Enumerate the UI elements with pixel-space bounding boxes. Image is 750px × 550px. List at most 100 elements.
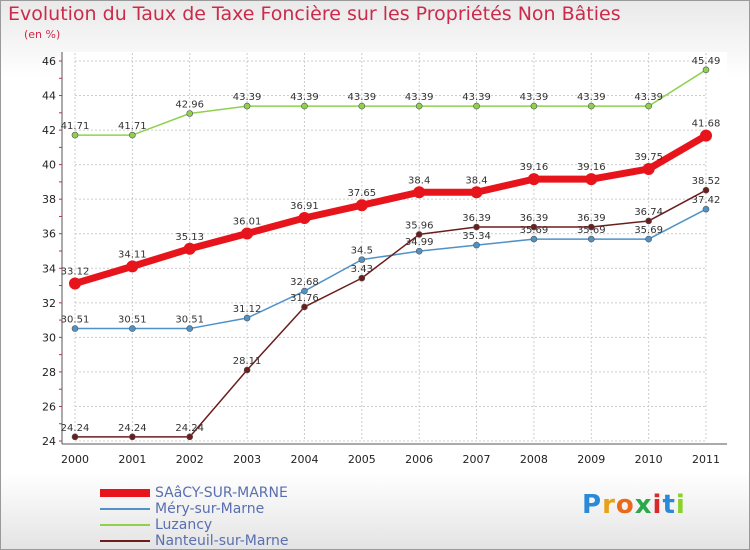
data-point	[415, 231, 423, 238]
data-point	[415, 247, 423, 255]
data-point	[358, 102, 366, 110]
x-tick-label: 2003	[233, 453, 261, 466]
data-point	[645, 235, 652, 243]
y-tick-label: 38	[42, 193, 56, 206]
data-label: 31.76	[290, 293, 319, 304]
data-label: 36.39	[462, 213, 491, 224]
y-tick-label: 34	[42, 262, 56, 275]
data-label: 35.69	[634, 225, 663, 236]
data-label: 34.5	[351, 246, 373, 257]
data-point	[355, 199, 368, 212]
proxiti-logo: Proxiti	[582, 490, 686, 520]
data-label: 35.96	[405, 220, 434, 231]
data-point	[301, 102, 308, 110]
data-point	[186, 325, 194, 332]
data-point	[470, 186, 483, 199]
legend-item-1: Méry-sur-Marne	[100, 501, 288, 517]
data-point	[243, 314, 251, 322]
y-tick-label: 46	[42, 55, 56, 68]
data-label: 36.91	[290, 201, 319, 212]
data-point	[587, 223, 595, 231]
data-point	[642, 162, 655, 175]
legend-swatch	[100, 489, 150, 497]
data-point	[358, 256, 366, 263]
data-label: 37.42	[692, 195, 721, 206]
x-tick-label: 2007	[463, 453, 491, 466]
data-label: 30.51	[175, 315, 204, 326]
legend-label: SAâCY-SUR-MARNE	[155, 485, 288, 501]
data-label: 28.11	[233, 356, 262, 367]
data-point	[473, 241, 480, 249]
unit-label: (en %)	[24, 28, 61, 41]
x-tick-label: 2004	[290, 453, 318, 466]
data-label: 24.24	[175, 423, 204, 434]
series-line	[74, 189, 707, 438]
data-label: 41.68	[692, 119, 721, 130]
data-point	[415, 102, 423, 110]
x-tick-label: 2001	[118, 453, 146, 466]
y-tick-label: 42	[42, 124, 56, 137]
y-tick-label: 40	[42, 159, 56, 172]
x-tick-label: 2010	[635, 453, 663, 466]
data-label: 39.16	[577, 162, 606, 173]
legend-label: Méry-sur-Marne	[155, 501, 265, 517]
legend-swatch	[100, 524, 150, 526]
x-tick-label: 2005	[348, 453, 376, 466]
y-tick-label: 32	[42, 297, 56, 310]
legend-swatch	[100, 540, 150, 542]
data-label: 35.69	[577, 225, 606, 236]
y-tick-label: 30	[42, 331, 56, 344]
data-point	[301, 287, 308, 295]
data-label: 30.51	[61, 315, 90, 326]
data-label: 43.39	[520, 92, 549, 103]
data-label: 37.65	[347, 188, 376, 199]
legend-item-3: Nanteuil-sur-Marne	[100, 533, 288, 549]
y-tick-label: 44	[42, 90, 56, 103]
data-point	[298, 212, 311, 225]
data-label: 30.51	[118, 315, 147, 326]
data-point	[413, 186, 426, 199]
data-point	[587, 102, 595, 110]
data-point	[530, 102, 538, 110]
data-label: 35.69	[520, 225, 549, 236]
data-point	[530, 235, 538, 243]
data-point	[527, 173, 540, 186]
data-label: 41.71	[61, 121, 90, 132]
data-point	[587, 235, 595, 243]
data-label: 45.49	[692, 56, 721, 67]
chart-title: Evolution du Taux de Taxe Foncière sur l…	[8, 3, 621, 25]
legend-label: Nanteuil-sur-Marne	[155, 533, 289, 549]
data-point	[702, 186, 710, 194]
data-point	[473, 223, 480, 231]
data-label: 43.39	[405, 92, 434, 103]
data-point	[129, 325, 136, 332]
data-label: 36.39	[577, 213, 606, 224]
data-point	[129, 131, 136, 139]
data-label: 43.39	[290, 92, 319, 103]
data-label: 32.68	[290, 277, 319, 288]
legend-item-2: Luzancy	[100, 517, 288, 533]
x-tick-label: 2009	[577, 453, 605, 466]
data-label: 24.24	[118, 423, 147, 434]
data-point	[71, 131, 79, 139]
data-point	[69, 277, 81, 290]
legend-swatch	[100, 508, 150, 510]
data-point	[700, 129, 712, 142]
data-label: 35.34	[462, 231, 491, 242]
data-point	[186, 433, 194, 441]
data-point	[645, 217, 652, 225]
data-point	[243, 366, 251, 374]
data-point	[702, 205, 710, 213]
y-tick-label: 36	[42, 228, 56, 241]
data-point	[301, 303, 308, 311]
data-label: 34.99	[405, 237, 434, 248]
data-label: 36.01	[233, 217, 262, 228]
data-label: 41.71	[118, 121, 147, 132]
data-point	[241, 227, 254, 240]
y-tick-label: 28	[42, 366, 56, 379]
x-tick-label: 2002	[176, 453, 204, 466]
plot-area	[62, 52, 727, 444]
data-label: 43.39	[233, 92, 262, 103]
data-point	[702, 66, 710, 74]
